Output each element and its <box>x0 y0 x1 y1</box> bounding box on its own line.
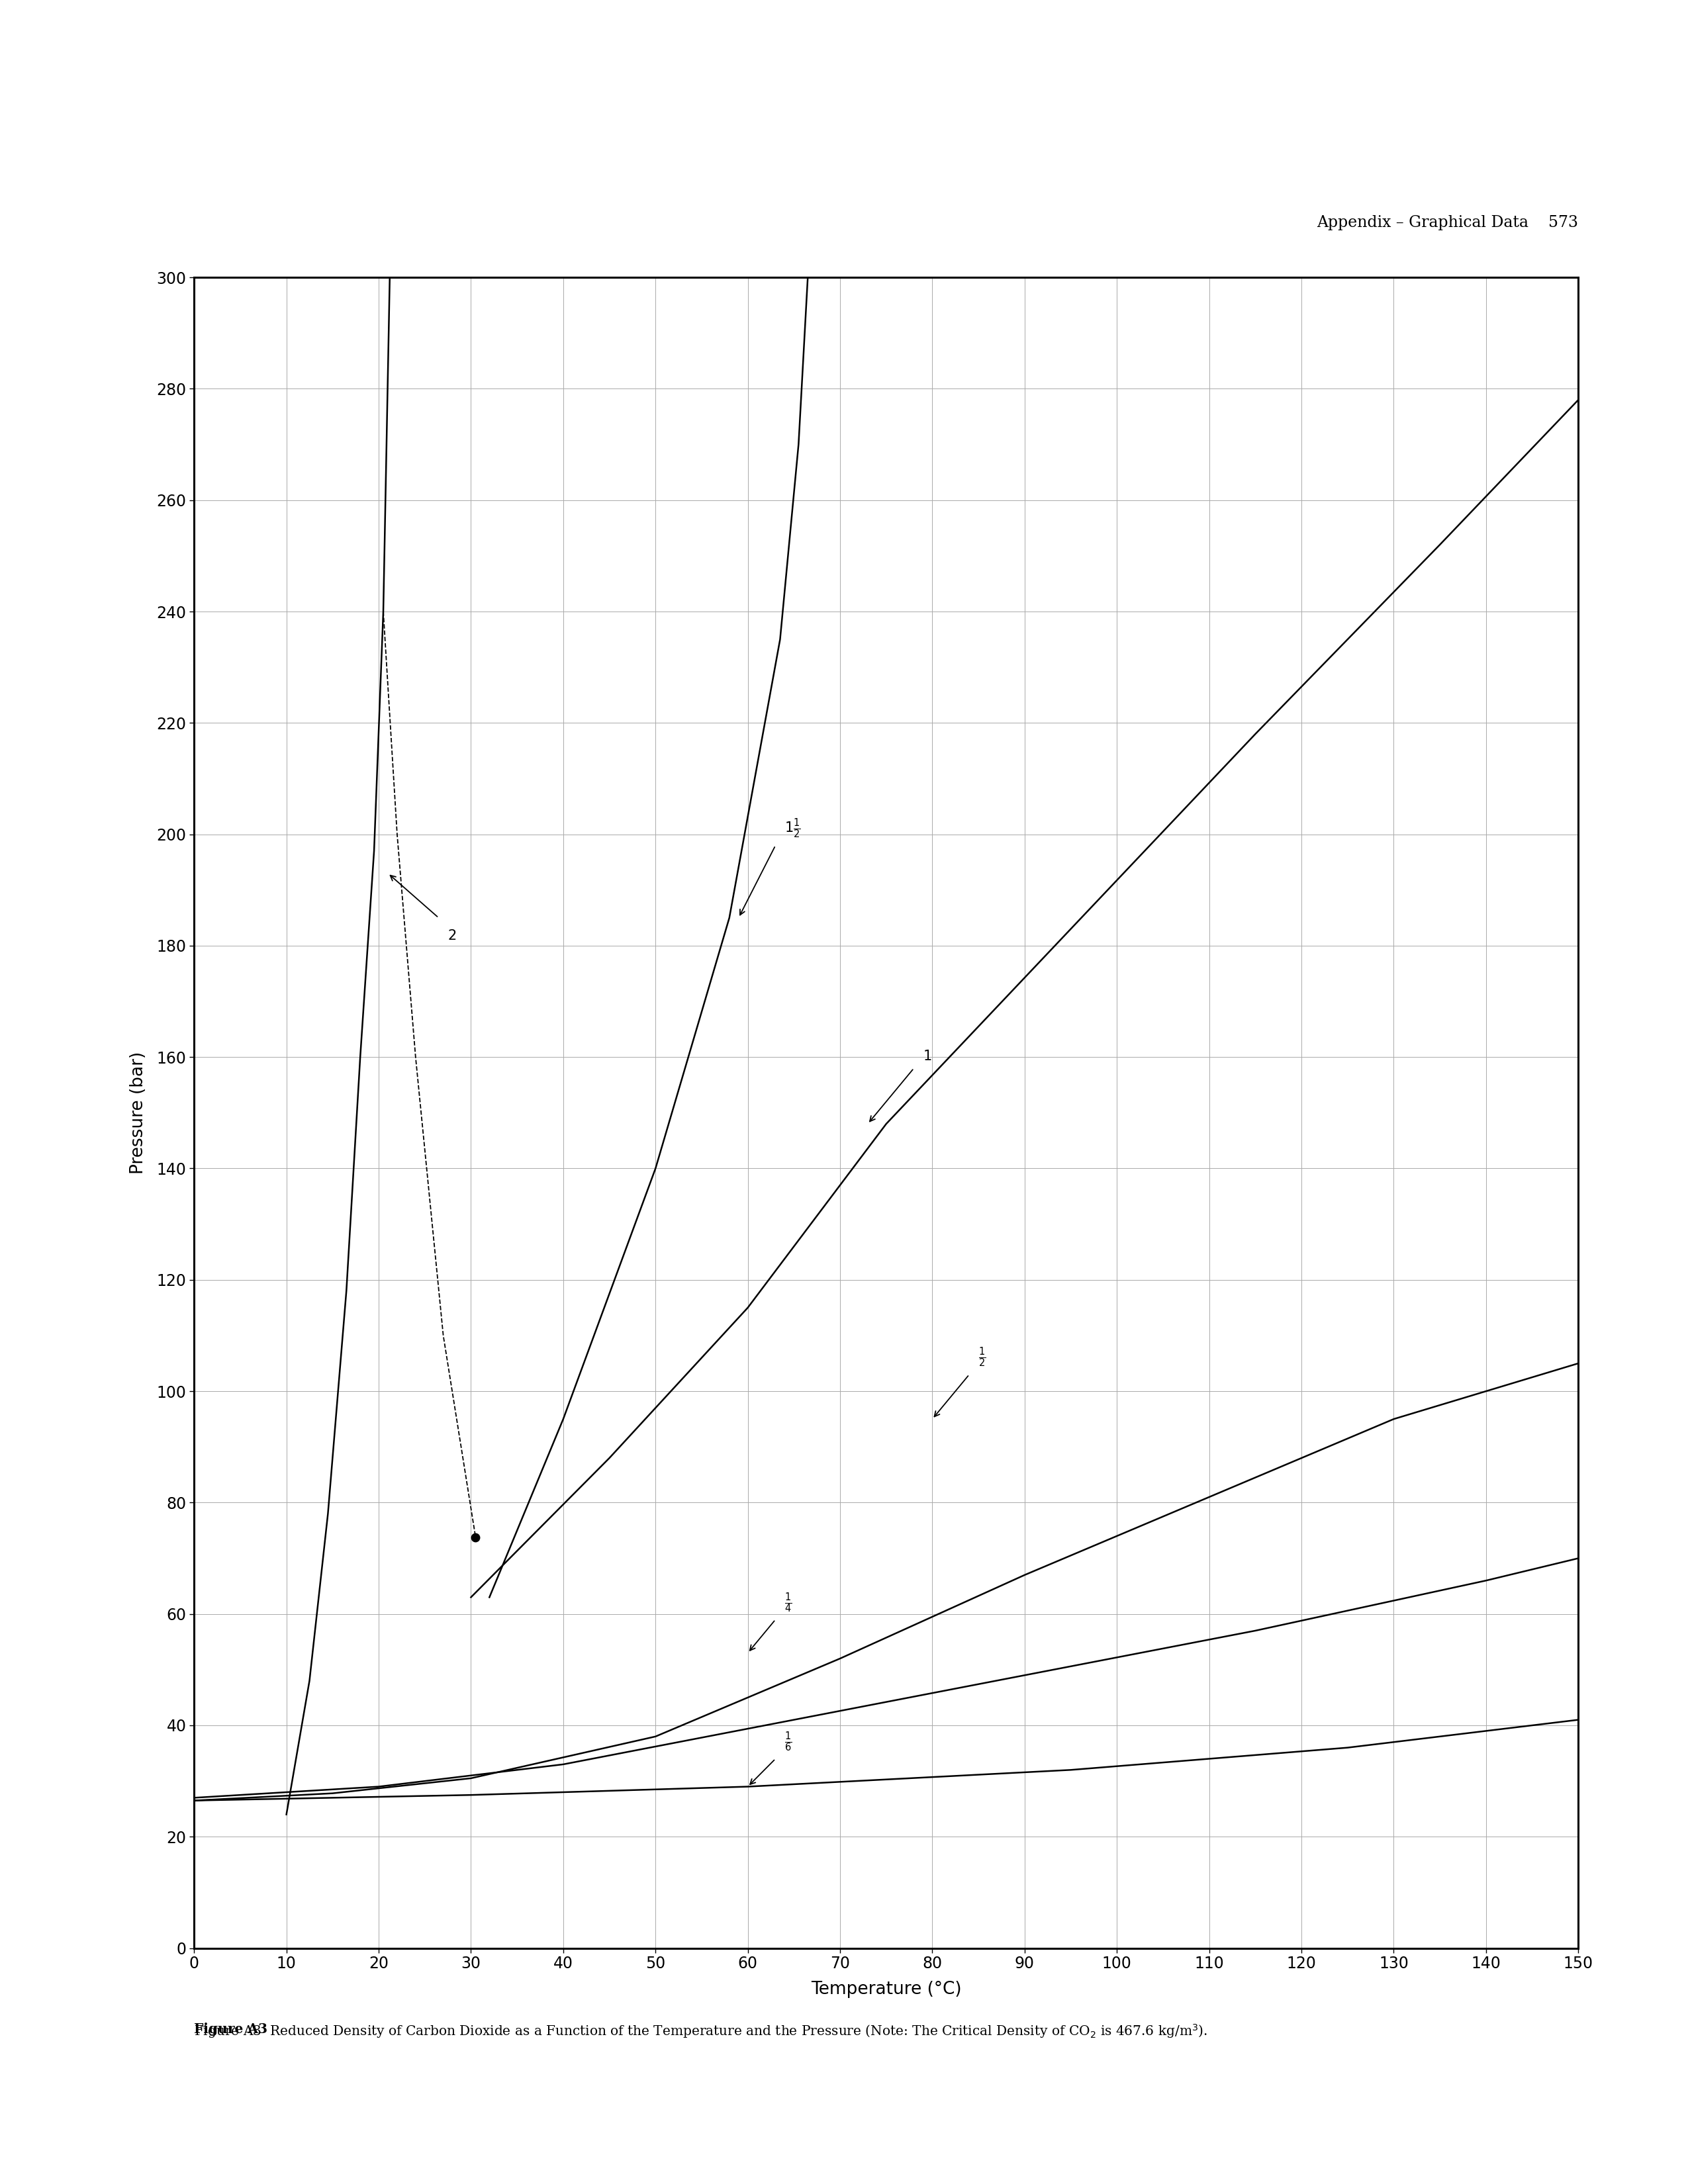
Text: Figure A3: Figure A3 <box>194 2022 268 2035</box>
X-axis label: Temperature (°C): Temperature (°C) <box>810 1981 962 1998</box>
Text: 1$\mathregular{\frac{1}{2}}$: 1$\mathregular{\frac{1}{2}}$ <box>785 817 802 841</box>
Text: $\mathregular{\frac{1}{4}}$: $\mathregular{\frac{1}{4}}$ <box>785 1592 792 1614</box>
Y-axis label: Pressure (bar): Pressure (bar) <box>130 1051 147 1175</box>
Text: Appendix – Graphical Data    573: Appendix – Graphical Data 573 <box>1317 216 1578 229</box>
Text: 2: 2 <box>447 928 457 941</box>
Text: $\mathregular{\frac{1}{2}}$: $\mathregular{\frac{1}{2}}$ <box>979 1345 986 1369</box>
Text: Figure A3  Reduced Density of Carbon Dioxide as a Function of the Temperature an: Figure A3 Reduced Density of Carbon Diox… <box>194 2022 1207 2040</box>
Text: 1: 1 <box>923 1048 932 1064</box>
Text: $\mathregular{\frac{1}{6}}$: $\mathregular{\frac{1}{6}}$ <box>785 1730 792 1754</box>
